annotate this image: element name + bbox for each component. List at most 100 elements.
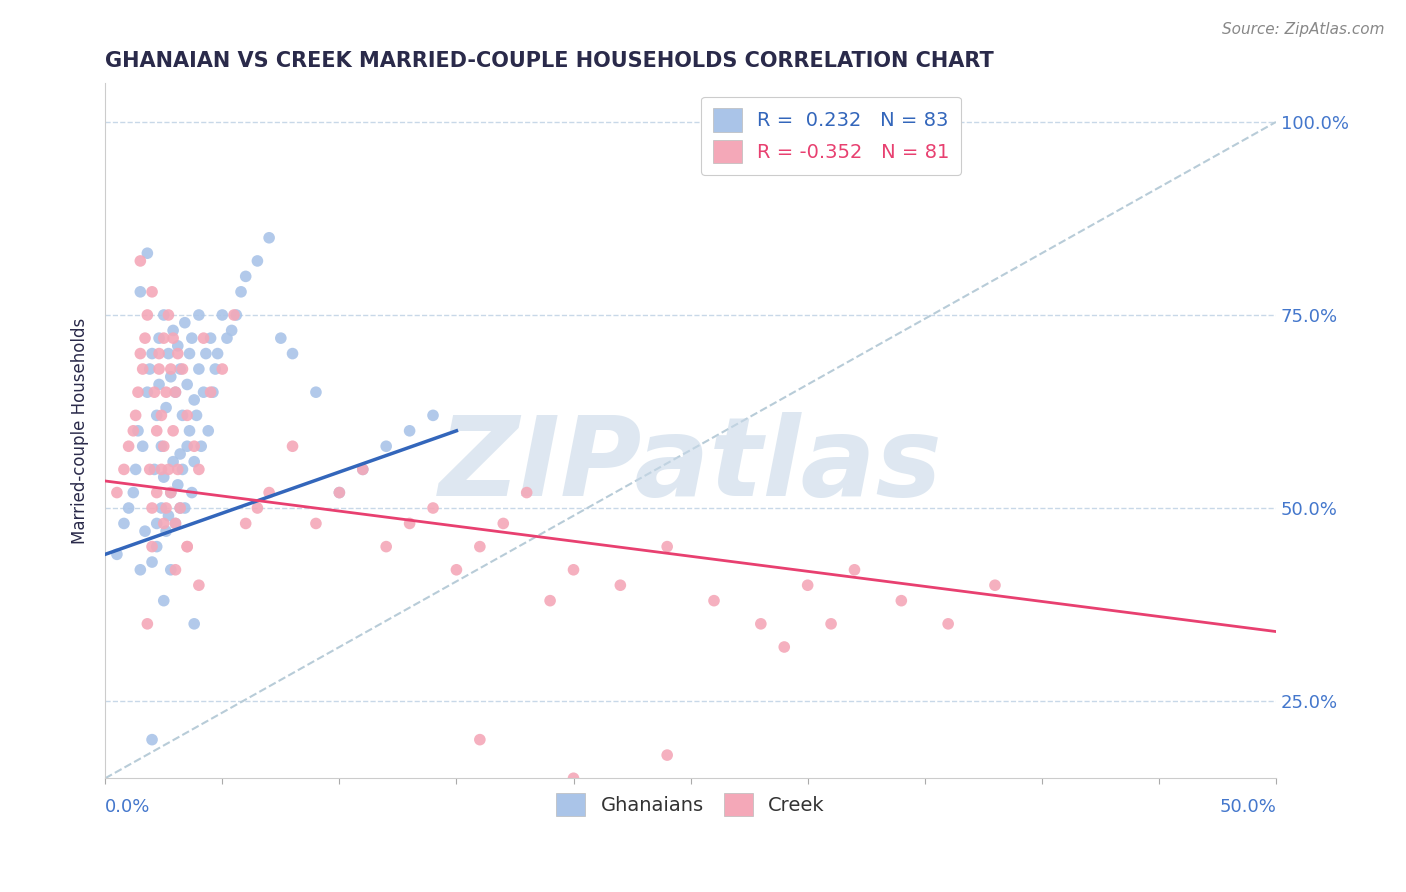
Point (398, 424, 420, 438)
Point (176, 377, 198, 392)
Point (165, 385, 187, 400)
Point (124, 409, 146, 423)
Point (165, 516, 187, 531)
Point (398, 516, 420, 531)
Point (145, 485, 167, 500)
Point (207, 346, 229, 360)
Point (112, 516, 135, 531)
Point (136, 308, 159, 322)
Point (148, 346, 170, 360)
Point (169, 501, 191, 516)
Point (562, 771, 585, 785)
Point (157, 346, 180, 360)
Point (516, 485, 538, 500)
Point (186, 409, 208, 423)
Point (193, 385, 215, 400)
Point (257, 231, 280, 245)
Point (281, 439, 304, 453)
Point (150, 462, 173, 476)
Point (176, 439, 198, 453)
Point (136, 385, 159, 400)
Point (221, 323, 243, 337)
Point (180, 331, 202, 345)
Point (155, 524, 177, 538)
Point (143, 462, 166, 476)
Point (141, 285, 163, 299)
Point (538, 593, 561, 607)
Y-axis label: Married-couple Households: Married-couple Households (72, 318, 89, 544)
Point (749, 616, 772, 631)
Point (162, 455, 184, 469)
Point (375, 439, 398, 453)
Point (229, 285, 252, 299)
Point (131, 362, 153, 376)
Point (145, 409, 167, 423)
Point (129, 346, 152, 360)
Point (246, 254, 269, 268)
Point (183, 616, 205, 631)
Point (152, 331, 174, 345)
Point (796, 578, 818, 592)
Point (155, 401, 177, 415)
Point (468, 540, 491, 554)
Point (136, 616, 159, 631)
Point (145, 540, 167, 554)
Point (328, 485, 350, 500)
Point (127, 385, 149, 400)
Point (169, 362, 191, 376)
Point (152, 308, 174, 322)
Point (152, 470, 174, 484)
Point (141, 346, 163, 360)
Point (305, 516, 328, 531)
Point (124, 462, 146, 476)
Point (150, 501, 173, 516)
Point (159, 485, 181, 500)
Point (166, 478, 188, 492)
Point (157, 508, 180, 523)
Point (172, 362, 194, 376)
Legend: Ghanaians, Creek: Ghanaians, Creek (548, 785, 832, 824)
Point (141, 732, 163, 747)
Point (225, 308, 247, 322)
Point (352, 462, 374, 476)
Text: Source: ZipAtlas.com: Source: ZipAtlas.com (1222, 22, 1385, 37)
Point (446, 563, 468, 577)
Point (183, 439, 205, 453)
Point (165, 385, 187, 400)
Point (200, 331, 222, 345)
Point (162, 331, 184, 345)
Point (150, 409, 173, 423)
Point (152, 593, 174, 607)
Text: GHANAIAN VS CREEK MARRIED-COUPLE HOUSEHOLDS CORRELATION CHART: GHANAIAN VS CREEK MARRIED-COUPLE HOUSEHO… (105, 51, 994, 70)
Point (820, 616, 842, 631)
Point (890, 593, 912, 607)
Point (134, 524, 156, 538)
Point (145, 516, 167, 531)
Point (136, 246, 159, 260)
Point (172, 462, 194, 476)
Point (152, 439, 174, 453)
Point (166, 346, 188, 360)
Point (235, 516, 257, 531)
Point (703, 593, 725, 607)
Point (159, 362, 181, 376)
Point (112, 462, 135, 476)
Point (179, 346, 201, 360)
Point (211, 308, 233, 322)
Point (328, 485, 350, 500)
Point (162, 424, 184, 438)
Point (183, 455, 205, 469)
Point (984, 578, 1007, 592)
Point (122, 424, 145, 438)
Point (105, 547, 128, 561)
Point (129, 254, 152, 268)
Point (422, 501, 444, 516)
Point (215, 331, 238, 345)
Point (166, 462, 188, 476)
Text: ZIPatlas: ZIPatlas (439, 412, 942, 519)
Point (141, 501, 163, 516)
Point (155, 501, 177, 516)
Point (145, 424, 167, 438)
Point (131, 439, 153, 453)
Point (141, 555, 163, 569)
